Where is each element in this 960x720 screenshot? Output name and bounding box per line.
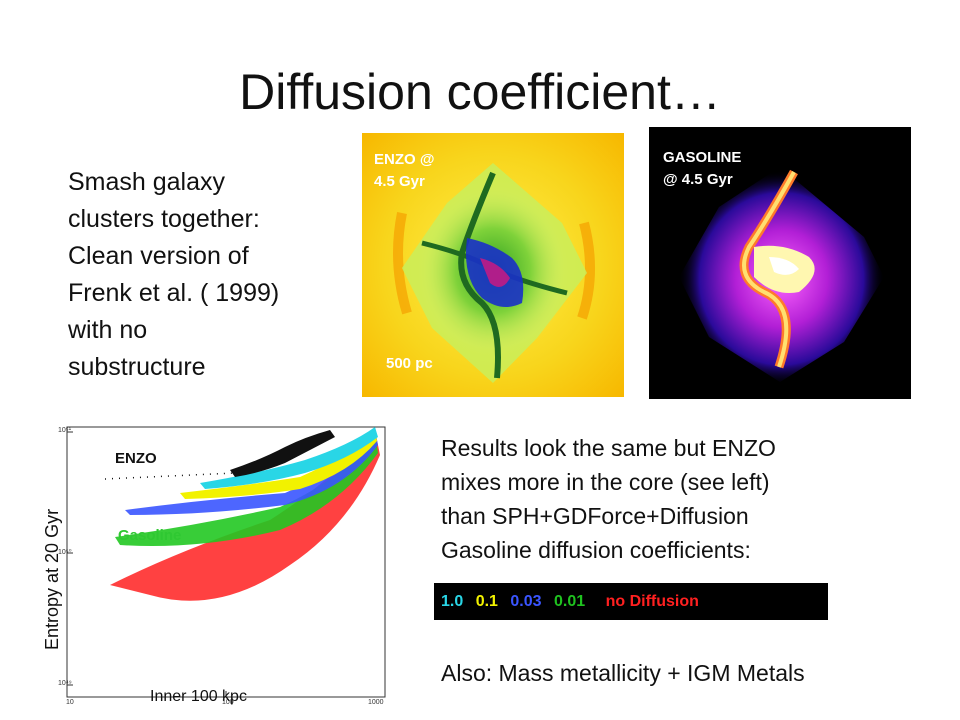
gasoline-simulation-image: GASOLINE @ 4.5 Gyr: [649, 127, 911, 399]
gasoline-time-label: GASOLINE @ 4.5 Gyr: [663, 147, 741, 191]
intro-line: substructure: [68, 353, 206, 381]
enzo-label-line: 4.5 Gyr: [374, 173, 425, 190]
legend-item: 0.03: [510, 593, 542, 610]
plot-gasoline-label: Gasoline: [118, 527, 182, 544]
entropy-scatter-plot: [30, 415, 392, 715]
scale-bar-label: 500 pc: [386, 355, 433, 372]
legend-item: 0.1: [475, 593, 498, 610]
results-line: than SPH+GDForce+Diffusion: [441, 503, 749, 529]
intro-line: with no: [68, 316, 148, 344]
diffusion-coefficient-legend: 1.0 0.1 0.03 0.01 no Diffusion: [434, 583, 828, 620]
y-tick-label: 10⁴⁹: [58, 680, 72, 687]
x-tick-label: 100: [222, 699, 234, 706]
enzo-simulation-image: ENZO @ 4.5 Gyr 500 pc: [362, 133, 624, 397]
plot-y-axis-label: Entropy at 20 Gyr: [42, 508, 62, 650]
legend-item: 1.0: [441, 593, 464, 610]
intro-line: Smash galaxy: [68, 168, 226, 196]
results-line: Gasoline diffusion coefficients:: [441, 537, 751, 563]
gasoline-label-line: @ 4.5 Gyr: [663, 171, 733, 188]
plot-x-axis-label: Inner 100 kpc: [150, 688, 247, 705]
intro-line: Frenk et al. ( 1999): [68, 279, 280, 307]
gasoline-label-line: GASOLINE: [663, 149, 742, 166]
intro-text: Smash galaxy clusters together: Clean ve…: [68, 164, 358, 386]
also-note: Also: Mass metallicity + IGM Metals: [441, 660, 805, 686]
results-line: mixes more in the core (see left): [441, 469, 770, 495]
intro-line: clusters together:: [68, 205, 260, 233]
plot-enzo-label: ENZO: [115, 450, 157, 467]
x-tick-label: 10: [66, 699, 74, 706]
enzo-time-label: ENZO @ 4.5 Gyr: [374, 149, 434, 193]
results-text: Results look the same but ENZO mixes mor…: [441, 431, 941, 567]
slide-title: Diffusion coefficient…: [239, 64, 721, 120]
legend-item: 0.01: [554, 593, 586, 610]
results-line: Results look the same but ENZO: [441, 435, 776, 461]
x-tick-label: 1000: [368, 699, 384, 706]
y-tick-label: 10⁵¹: [58, 427, 72, 434]
intro-line: Clean version of: [68, 242, 249, 270]
enzo-label-line: ENZO @: [374, 151, 435, 168]
y-tick-label: 10⁵⁰: [58, 549, 72, 556]
legend-item: no Diffusion: [605, 593, 699, 610]
